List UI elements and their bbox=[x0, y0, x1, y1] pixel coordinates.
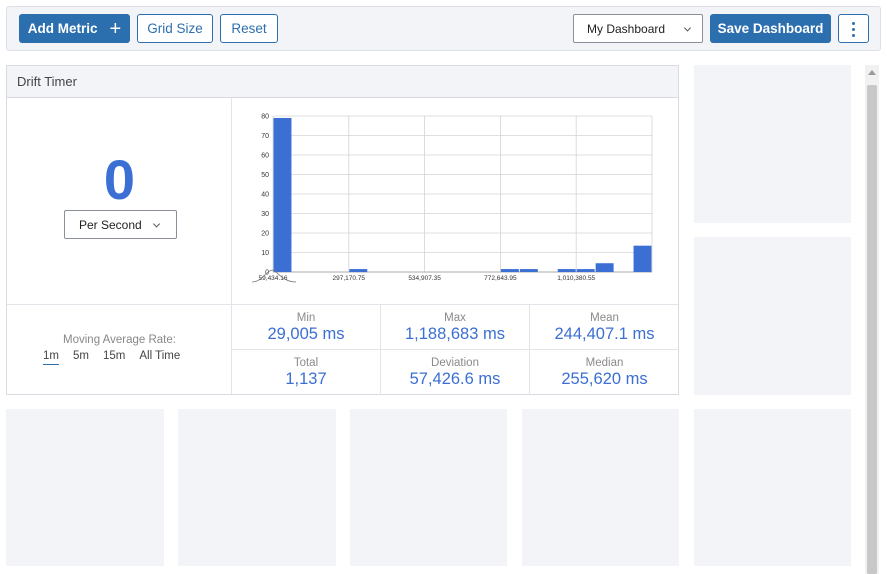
empty-widget-slot[interactable] bbox=[522, 409, 679, 566]
empty-widget-slot[interactable] bbox=[694, 237, 851, 395]
chevron-down-icon bbox=[152, 219, 161, 228]
stat-total: Total 1,137 bbox=[232, 350, 381, 395]
moving-average-option-15m[interactable]: 15m bbox=[102, 350, 126, 362]
stat-median: Median 255,620 ms bbox=[530, 350, 679, 395]
empty-widget-slot[interactable] bbox=[694, 65, 851, 223]
moving-average-label: Moving Average Rate: bbox=[63, 334, 176, 346]
histogram-bars bbox=[273, 117, 652, 272]
scrollbar-thumb[interactable] bbox=[867, 85, 877, 574]
stat-label: Total bbox=[293, 357, 319, 369]
moving-average-options: 1m 5m 15m All Time bbox=[43, 350, 194, 365]
histogram-bar bbox=[500, 269, 519, 272]
histogram-bar bbox=[576, 269, 595, 272]
drift-timer-widget: Drift Timer 0 Per Second 0 10 20 30 40 50 60 70… bbox=[6, 65, 679, 395]
rate-panel: 0 Per Second bbox=[7, 98, 232, 305]
stat-value: 57,426.6 ms bbox=[409, 370, 501, 388]
histogram-panel: 0 10 20 30 40 50 60 70 80 59,434.16 297,170.75 534… bbox=[232, 98, 678, 305]
stat-deviation: Deviation 57,426.6 ms bbox=[381, 350, 530, 395]
empty-widget-slot[interactable] bbox=[6, 409, 164, 566]
rate-unit-select[interactable]: Per Second bbox=[64, 210, 177, 239]
more-options-button[interactable] bbox=[838, 14, 869, 43]
histogram-bar bbox=[633, 245, 652, 272]
density-curve-icon bbox=[251, 269, 297, 283]
chart-grid bbox=[272, 115, 653, 273]
stat-label: Mean bbox=[590, 312, 619, 324]
add-metric-button[interactable]: Add Metric + bbox=[19, 14, 130, 43]
stat-value: 244,407.1 ms bbox=[554, 325, 655, 343]
histogram-bar bbox=[519, 269, 538, 272]
stat-mean: Mean 244,407.1 ms bbox=[530, 305, 679, 350]
histogram-bar bbox=[595, 263, 614, 272]
save-dashboard-button[interactable]: Save Dashboard bbox=[710, 14, 831, 43]
dashboard-select-value: My Dashboard bbox=[587, 21, 666, 36]
histogram-bar bbox=[557, 269, 576, 272]
y-tick-label: 40 bbox=[261, 192, 269, 199]
y-tick-label: 20 bbox=[261, 231, 269, 238]
moving-average-panel: Moving Average Rate: 1m 5m 15m All Time bbox=[7, 305, 232, 394]
grid-size-button[interactable]: Grid Size bbox=[137, 14, 213, 43]
y-tick-label: 70 bbox=[261, 133, 269, 140]
stat-value: 1,188,683 ms bbox=[405, 325, 505, 343]
x-tick-label: 297,170.75 bbox=[333, 275, 366, 282]
moving-average-option-5m[interactable]: 5m bbox=[72, 350, 89, 362]
x-tick-label: 772,643.95 bbox=[484, 275, 517, 282]
x-axis-ticks: 59,434.16 297,170.75 534,907.35 772,643.95 1… bbox=[259, 275, 596, 282]
stat-label: Min bbox=[296, 312, 316, 324]
x-tick-label: 1,010,380.55 bbox=[557, 275, 595, 282]
stat-min: Min 29,005 ms bbox=[232, 305, 381, 350]
moving-average-option-1m[interactable]: 1m bbox=[43, 350, 59, 365]
stat-value: 29,005 ms bbox=[267, 325, 345, 343]
y-tick-label: 80 bbox=[261, 114, 269, 121]
x-tick-label: 59,434.16 bbox=[259, 275, 288, 282]
rate-unit-value: Per Second bbox=[79, 217, 142, 232]
empty-widget-slot[interactable] bbox=[350, 409, 507, 566]
y-tick-label: 10 bbox=[261, 250, 269, 257]
vertical-scrollbar[interactable] bbox=[865, 65, 879, 574]
plus-icon: + bbox=[109, 17, 122, 40]
histogram-bar bbox=[273, 117, 292, 272]
chevron-down-icon bbox=[683, 23, 692, 32]
empty-widget-slot[interactable] bbox=[178, 409, 336, 566]
y-tick-label: 60 bbox=[261, 153, 269, 160]
stat-max: Max 1,188,683 ms bbox=[381, 305, 530, 350]
histogram-bar bbox=[349, 269, 368, 272]
moving-average-option-all-time[interactable]: All Time bbox=[139, 350, 181, 362]
current-rate-value: 0 bbox=[103, 148, 136, 211]
y-tick-label: 50 bbox=[261, 172, 269, 179]
x-tick-label: 534,907.35 bbox=[408, 275, 441, 282]
stat-label: Median bbox=[585, 357, 624, 369]
empty-widget-slot[interactable] bbox=[694, 409, 851, 566]
stat-value: 1,137 bbox=[285, 370, 327, 388]
widget-title: Drift Timer bbox=[7, 66, 678, 98]
dashboard-select[interactable]: My Dashboard bbox=[573, 14, 703, 43]
stat-label: Max bbox=[444, 312, 466, 324]
stat-value: 255,620 ms bbox=[561, 370, 648, 388]
scroll-up-arrow-icon[interactable] bbox=[868, 70, 876, 75]
y-tick-label: 30 bbox=[261, 211, 269, 218]
stat-label: Deviation bbox=[431, 357, 479, 369]
add-metric-label: Add Metric bbox=[27, 21, 98, 36]
reset-button[interactable]: Reset bbox=[220, 14, 278, 43]
